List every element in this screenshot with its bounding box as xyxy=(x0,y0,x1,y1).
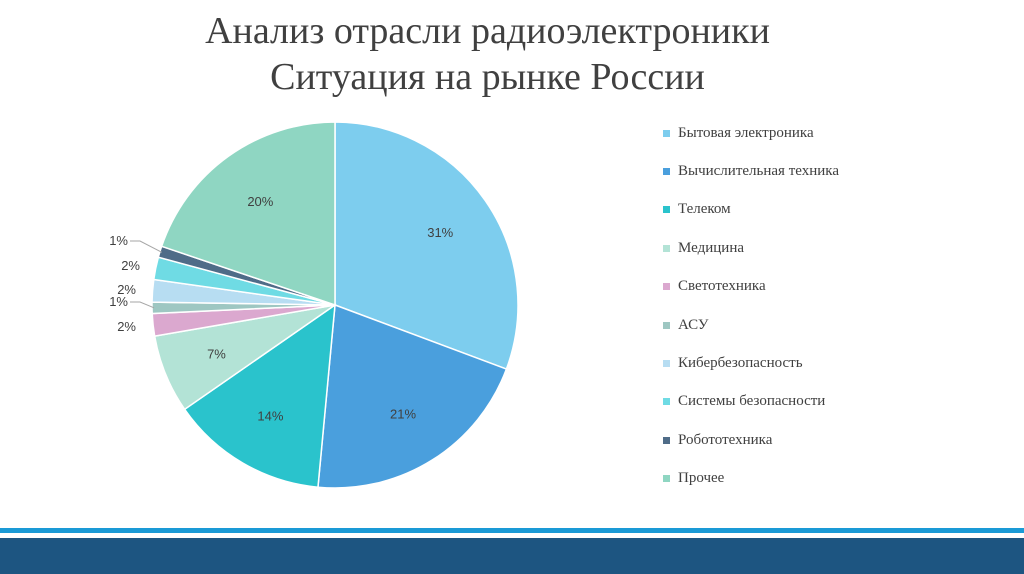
legend-label: Прочее xyxy=(678,470,725,487)
legend-label: Медицина xyxy=(678,239,744,256)
legend-label: Телеком xyxy=(678,201,731,218)
data-label-10: 20% xyxy=(247,194,273,209)
legend-item-6: АСУ xyxy=(663,315,709,335)
pie-slice-2 xyxy=(317,303,508,489)
legend-swatch xyxy=(663,283,670,291)
data-label-8: 2% xyxy=(121,258,140,273)
title-line-2: Ситуация на рынке России xyxy=(270,56,705,98)
legend-swatch xyxy=(663,129,670,137)
legend-label: Робототехника xyxy=(678,431,773,448)
legend-item-8: Системы безопасности xyxy=(663,392,825,412)
footer-accent-stripe xyxy=(0,528,1024,533)
legend-label: Бытовая электроника xyxy=(678,124,814,141)
legend-swatch xyxy=(663,321,670,329)
legend-swatch xyxy=(663,244,670,252)
pie-slice-1 xyxy=(334,121,519,371)
footer-bar xyxy=(0,538,1024,574)
data-label-9: 1% xyxy=(109,233,128,248)
leader-line-6 xyxy=(130,301,155,309)
legend-label: Вычислительная техника xyxy=(678,162,839,179)
slide-title: Анализ отрасли радиоэлектроники Ситуация… xyxy=(0,8,975,100)
data-label-2: 21% xyxy=(390,407,416,422)
data-labels: 31%21%14%7%2%1%2%2%1%20% xyxy=(109,194,453,424)
legend-swatch xyxy=(663,206,670,214)
legend-item-1: Бытовая электроника xyxy=(663,123,814,143)
pie-slice-3 xyxy=(183,303,336,489)
data-label-7: 2% xyxy=(117,282,136,297)
legend-item-3: Телеком xyxy=(663,200,731,220)
legend-swatch xyxy=(663,436,670,444)
legend-item-7: Кибербезопасность xyxy=(663,353,803,373)
legend-swatch xyxy=(663,398,670,406)
legend-swatch xyxy=(663,167,670,175)
legend-swatch xyxy=(663,359,670,367)
title-line-1: Анализ отрасли радиоэлектроники xyxy=(205,10,770,52)
data-label-5: 2% xyxy=(117,319,136,334)
legend-item-4: Медицина xyxy=(663,238,744,258)
data-label-3: 14% xyxy=(257,409,283,424)
leader-line-9 xyxy=(130,240,163,253)
legend-item-2: Вычислительная техника xyxy=(663,161,839,181)
legend-item-5: Светотехника xyxy=(663,277,766,297)
label-leader-lines xyxy=(130,240,163,309)
pie-slice-10 xyxy=(160,121,336,307)
pie-slices xyxy=(151,121,519,489)
legend-item-9: Робототехника xyxy=(663,430,772,450)
data-label-1: 31% xyxy=(427,225,453,240)
legend-label: АСУ xyxy=(678,316,709,333)
data-label-4: 7% xyxy=(207,347,226,362)
legend-item-10: Прочее xyxy=(663,469,724,489)
legend-label: Светотехника xyxy=(678,278,766,295)
legend-label: Системы безопасности xyxy=(678,393,826,410)
data-label-6: 1% xyxy=(109,294,128,309)
legend-swatch xyxy=(663,475,670,483)
legend-label: Кибербезопасность xyxy=(678,354,803,371)
